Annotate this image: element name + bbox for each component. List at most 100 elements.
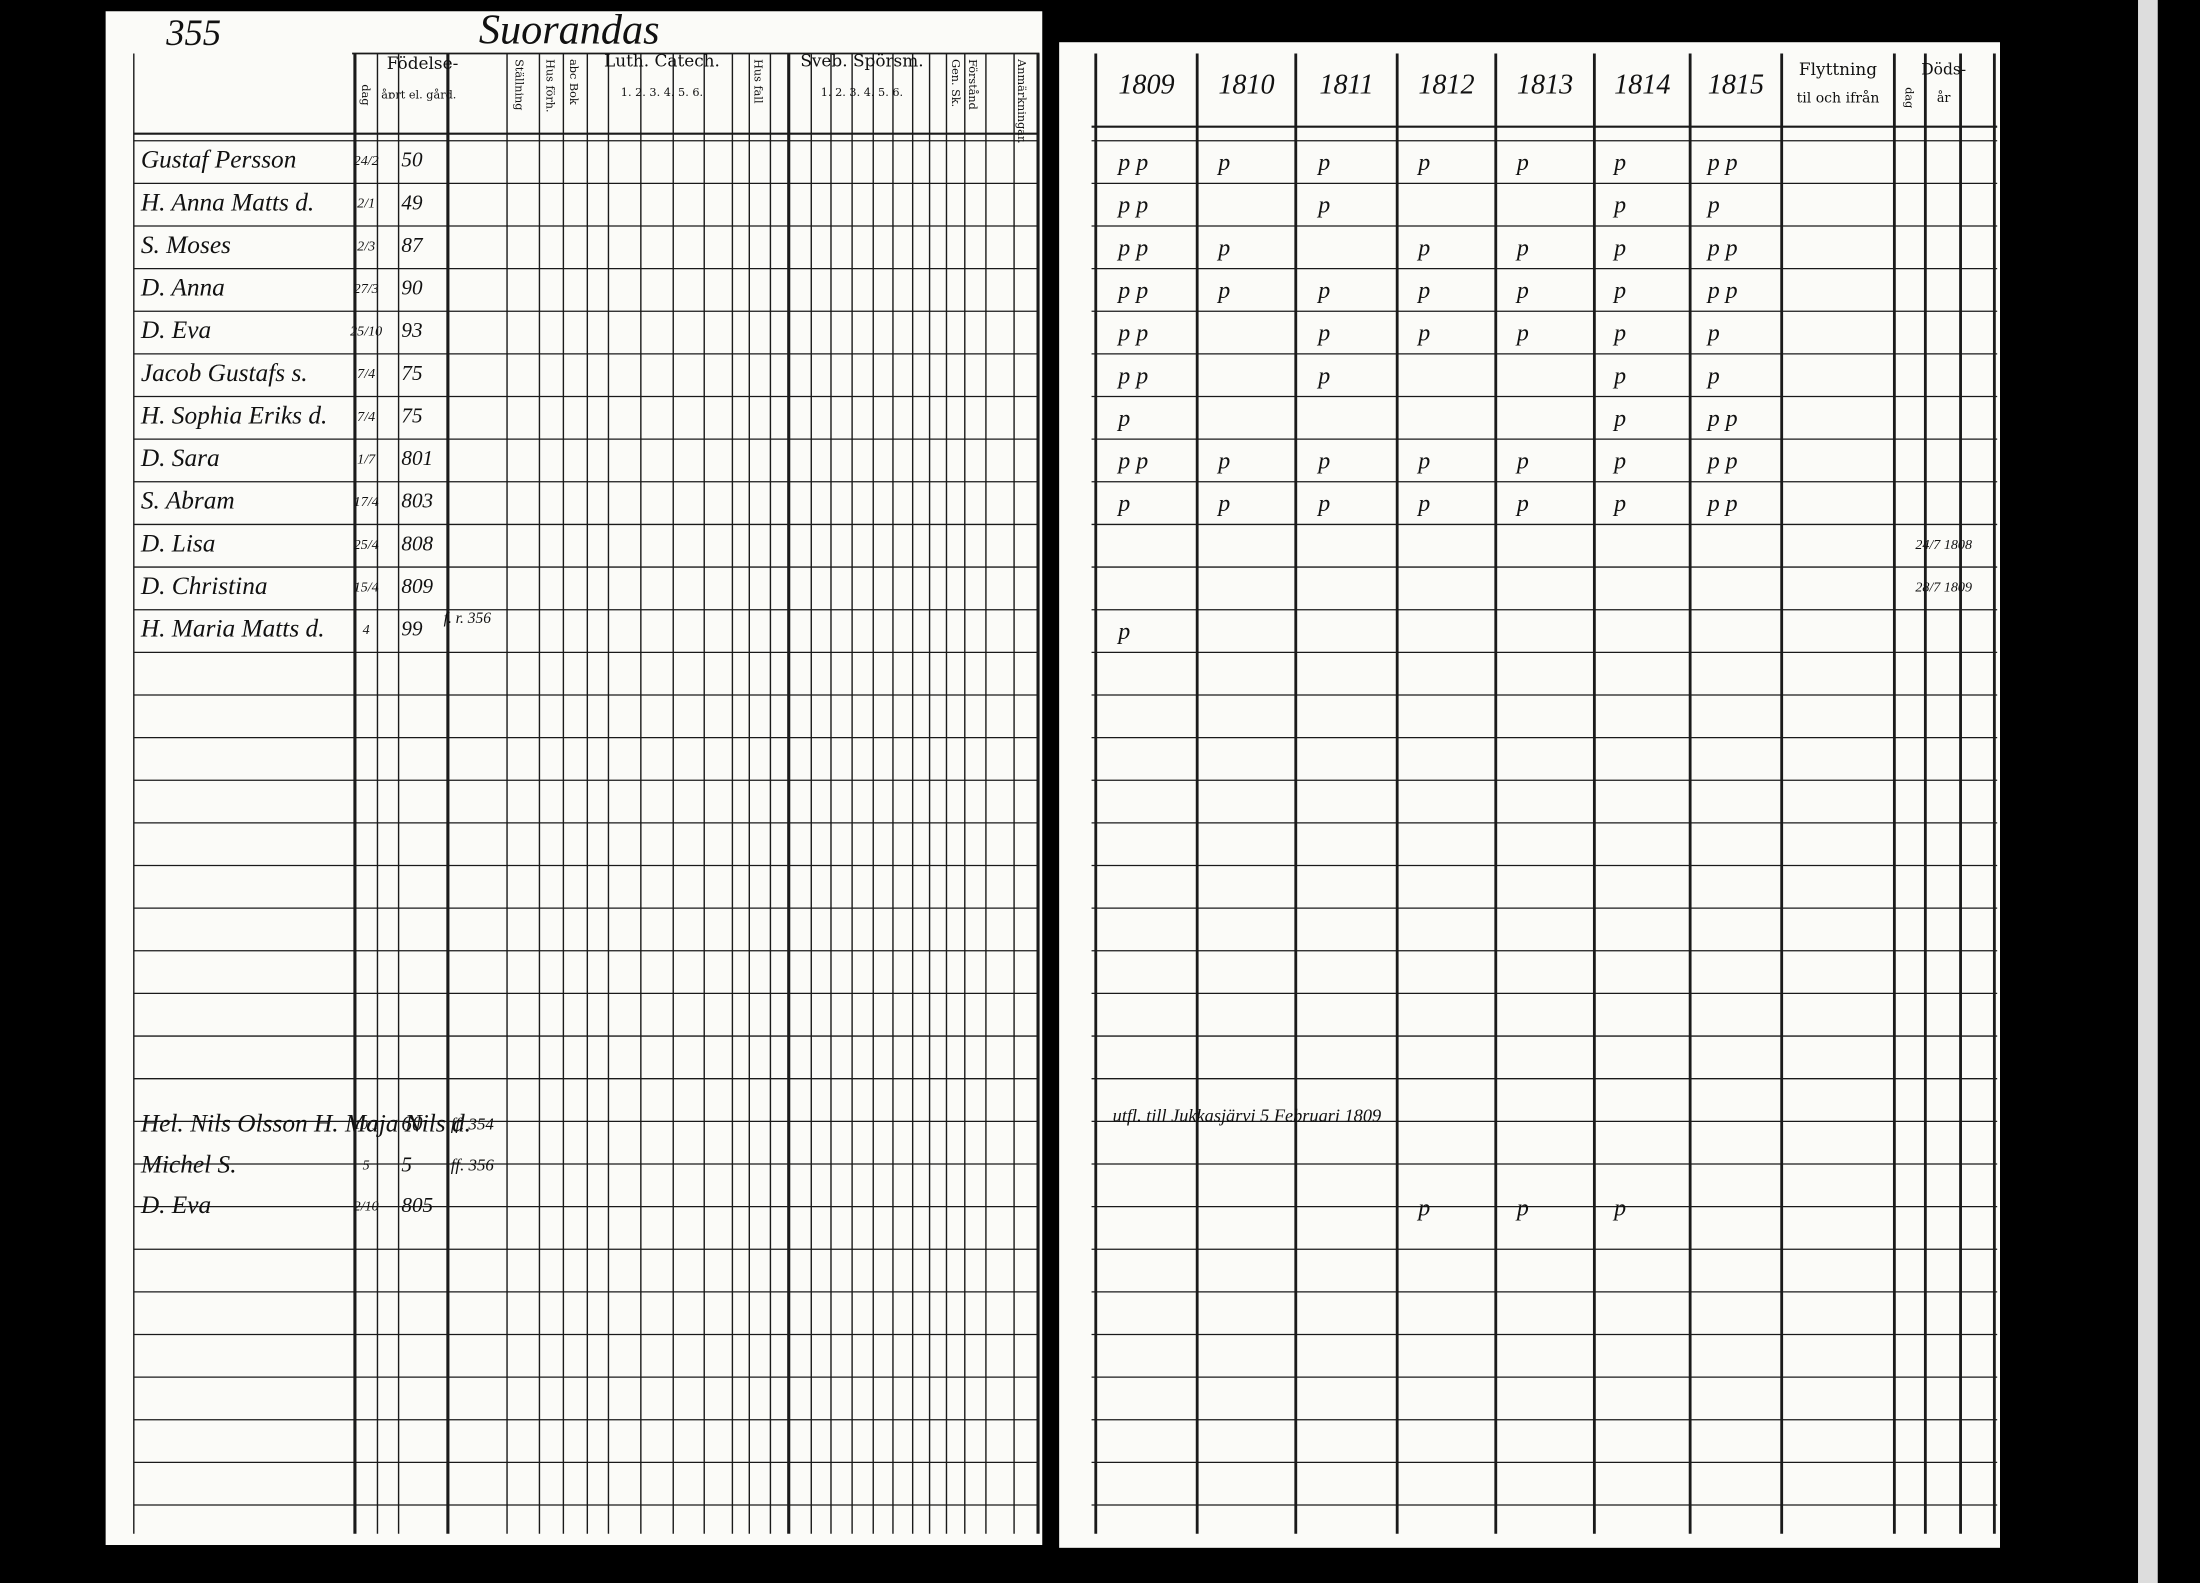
exam-mark: p — [1116, 619, 1130, 645]
exam-mark: p p — [1706, 235, 1738, 261]
exam-mark: p — [1515, 278, 1529, 304]
exam-mark: p p — [1116, 278, 1148, 304]
left-page — [105, 11, 1043, 1546]
header-label: Flyttning — [1799, 59, 1877, 79]
entry-name: H. Maria Matts d. — [140, 615, 325, 643]
birth-day: 25/10 — [350, 324, 382, 340]
entry-remark: utfl. till Jukkasjärvi 5 Februari 1809 — [1113, 1105, 1381, 1125]
birth-day: 17/4 — [354, 494, 379, 510]
header-label: Ställning — [512, 59, 525, 110]
death-date: 28/7 1809 — [1915, 579, 1972, 595]
exam-mark: p — [1706, 193, 1720, 219]
header-label: dag — [359, 84, 372, 105]
birth-day: 2/1 — [357, 196, 375, 212]
exam-mark: p — [1316, 449, 1330, 475]
exam-mark: p — [1612, 363, 1626, 389]
birth-year: 75 — [401, 403, 422, 427]
exam-mark: p p — [1116, 363, 1148, 389]
header-label: Hus fall — [752, 59, 765, 104]
entry-name: S. Moses — [141, 231, 231, 259]
header-label: 1814 — [1614, 70, 1670, 101]
exam-mark: p — [1515, 1196, 1529, 1222]
exam-mark: p p — [1706, 449, 1738, 475]
exam-mark: p — [1515, 235, 1529, 261]
exam-mark: p — [1416, 1196, 1430, 1222]
exam-mark: p — [1316, 193, 1330, 219]
exam-mark: p — [1316, 321, 1330, 347]
exam-mark: p p — [1116, 235, 1148, 261]
exam-mark: p — [1612, 1196, 1626, 1222]
exam-mark: p — [1416, 321, 1430, 347]
entry-note: f. r. 356 — [444, 610, 492, 627]
exam-mark: p — [1416, 278, 1430, 304]
birth-place: ff. 356 — [451, 1155, 495, 1174]
entry-name: Jacob Gustafs s. — [141, 359, 308, 387]
header-label: 1809 — [1118, 70, 1174, 101]
birth-day: 7/4 — [357, 366, 375, 382]
header-label: Förstånd — [966, 59, 979, 110]
birth-day: 2/10 — [354, 1199, 379, 1215]
birth-day: 25/4 — [354, 537, 379, 553]
header-label: 1812 — [1418, 70, 1474, 101]
entry-name: D. Anna — [140, 274, 225, 302]
exam-mark: p — [1515, 150, 1529, 176]
header-label: 1. 2. 3. 4. 5. 6. — [821, 86, 903, 99]
exam-mark: p — [1216, 449, 1230, 475]
exam-mark: p — [1612, 406, 1626, 432]
entry-name: H. Sophia Eriks d. — [140, 401, 328, 429]
birth-year: 803 — [401, 489, 433, 513]
header-label: Gen. Sk. — [949, 59, 962, 107]
exam-mark: p — [1416, 235, 1430, 261]
header-label: 1810 — [1218, 70, 1274, 101]
birth-day: 5 — [363, 1158, 370, 1174]
birth-year: 93 — [401, 318, 422, 342]
header-label: 1811 — [1319, 70, 1373, 101]
exam-mark: p — [1612, 193, 1626, 219]
exam-mark: p p — [1116, 321, 1148, 347]
header-label: dag — [1902, 87, 1915, 108]
exam-mark: p — [1515, 321, 1529, 347]
exam-mark: p — [1116, 406, 1130, 432]
exam-mark: p — [1515, 449, 1529, 475]
birth-year: 99 — [401, 617, 423, 641]
birth-year: 75 — [401, 361, 422, 385]
header-label: til och ifrån — [1797, 90, 1880, 107]
birth-year: 90 — [401, 276, 423, 300]
birth-year: 805 — [401, 1193, 433, 1217]
header-label: abc Bok — [567, 59, 580, 105]
exam-mark: p — [1612, 150, 1626, 176]
exam-mark: p — [1515, 491, 1529, 517]
exam-mark: p — [1612, 491, 1626, 517]
birth-year: 49 — [401, 190, 423, 214]
header-label: 1813 — [1517, 70, 1573, 101]
header-label: år — [1937, 90, 1952, 105]
exam-mark: p p — [1116, 150, 1148, 176]
exam-mark: p — [1416, 449, 1430, 475]
birth-year: 5 — [401, 1152, 412, 1176]
birth-place: ff. 354 — [451, 1115, 495, 1134]
birth-day: 4 — [363, 622, 370, 638]
exam-mark: p p — [1706, 406, 1738, 432]
birth-year: 60 — [401, 1112, 423, 1136]
birth-year: 808 — [401, 531, 433, 555]
exam-mark: p p — [1706, 491, 1738, 517]
header-label: ort el. gård. — [389, 89, 457, 102]
header-label: Luth. Catech. — [604, 50, 720, 70]
birth-year: 50 — [401, 148, 423, 172]
birth-day: 15/4 — [354, 579, 379, 595]
entry-name: Gustaf Persson — [141, 146, 297, 174]
exam-mark: p — [1316, 150, 1330, 176]
exam-mark: p — [1416, 150, 1430, 176]
exam-mark: p — [1612, 449, 1626, 475]
birth-year: 87 — [401, 233, 424, 257]
exam-mark: p — [1216, 278, 1230, 304]
birth-day: 2/3 — [357, 238, 375, 254]
birth-day: 24/2 — [354, 153, 379, 169]
header-label: år — [381, 89, 394, 102]
entry-name: D. Eva — [140, 316, 211, 344]
exam-mark: p — [1216, 235, 1230, 261]
exam-mark: p — [1612, 321, 1626, 347]
exam-mark: p — [1612, 235, 1626, 261]
edge-strip — [2138, 0, 2158, 1583]
birth-day: 1/7 — [357, 452, 376, 468]
